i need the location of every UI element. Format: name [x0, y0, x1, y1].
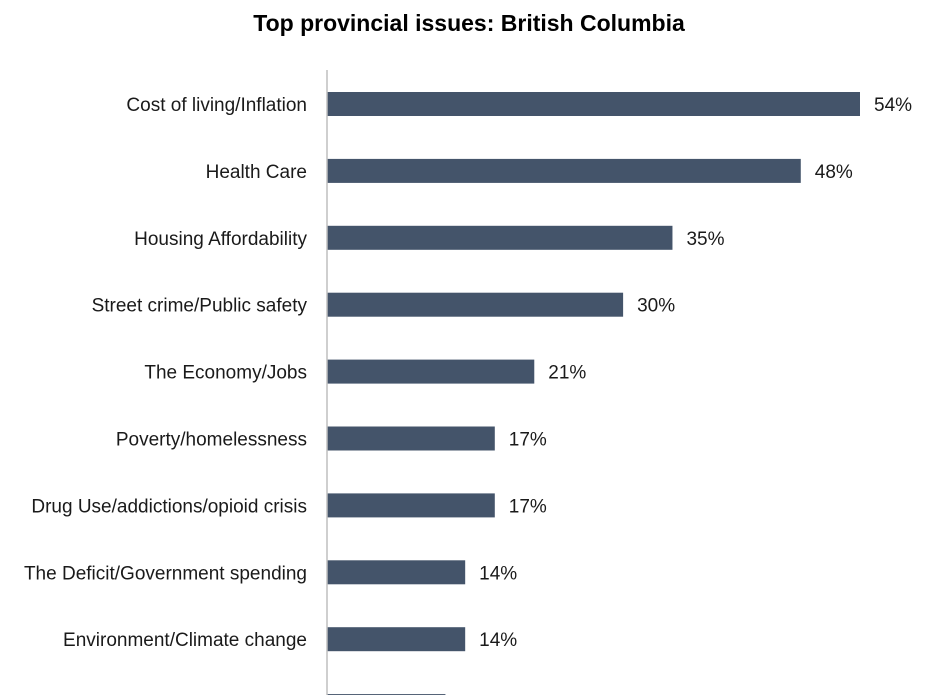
category-label: Housing Affordability	[134, 229, 307, 250]
value-label: 35%	[686, 229, 724, 250]
value-label: 30%	[637, 296, 675, 317]
chart-title: Top provincial issues: British Columbia	[253, 10, 685, 36]
category-label: Poverty/homelessness	[116, 430, 307, 451]
bar	[327, 359, 535, 384]
category-label: Street crime/Public safety	[92, 296, 308, 317]
value-label: 17%	[509, 496, 547, 517]
value-label: 14%	[479, 563, 517, 584]
category-label: Cost of living/Inflation	[126, 95, 307, 116]
category-label: The Deficit/Government spending	[24, 563, 307, 584]
category-label: Drug Use/addictions/opioid crisis	[31, 496, 307, 517]
bar	[327, 426, 495, 451]
category-label: Environment/Climate change	[63, 630, 307, 651]
bar	[327, 493, 495, 518]
category-label: Health Care	[206, 162, 307, 183]
category-label: The Economy/Jobs	[144, 363, 307, 384]
value-label: 48%	[815, 162, 853, 183]
bar	[327, 560, 466, 585]
value-label: 21%	[548, 363, 586, 384]
value-label: 54%	[874, 95, 912, 116]
bars-group: Cost of living/Inflation 54% Health Care 48…	[24, 92, 912, 695]
bar	[327, 225, 673, 250]
bar	[327, 92, 860, 116]
bar	[327, 292, 624, 317]
value-label: 14%	[479, 630, 517, 651]
bar	[327, 158, 801, 183]
bar	[327, 627, 466, 652]
value-label: 17%	[509, 430, 547, 451]
